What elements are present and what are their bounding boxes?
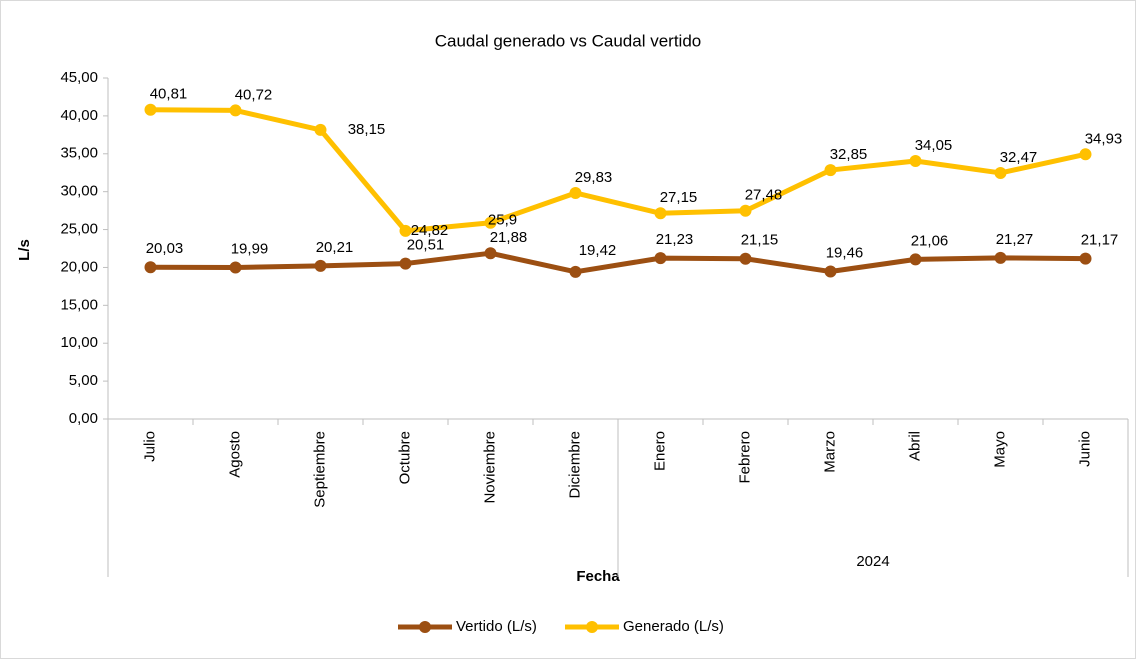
data-label: 19,42 [579, 242, 617, 259]
y-tick-label: 40,00 [60, 107, 98, 124]
x-tick-label: Agosto [226, 431, 243, 478]
data-point [739, 252, 752, 265]
y-axis-label: L/s [16, 239, 33, 261]
data-label: 38,15 [348, 121, 386, 138]
data-point [144, 103, 157, 116]
y-tick-label: 45,00 [60, 69, 98, 86]
data-point [824, 265, 837, 278]
data-point [229, 104, 242, 117]
data-point [994, 166, 1007, 179]
y-tick-label: 35,00 [60, 145, 98, 162]
data-label: 21,17 [1081, 232, 1119, 249]
data-point [484, 247, 497, 260]
data-point [1079, 252, 1092, 265]
data-point [909, 253, 922, 266]
x-tick-label: Marzo [821, 431, 838, 473]
data-label: 34,05 [915, 137, 953, 154]
y-tick-label: 10,00 [60, 334, 98, 351]
x-tick-label: Julio [141, 431, 158, 462]
data-label: 32,85 [830, 146, 868, 163]
data-label: 21,06 [911, 232, 949, 249]
x-tick-label: Febrero [736, 431, 753, 484]
series-line [150, 250, 1086, 275]
series-line [150, 107, 1087, 234]
data-point [909, 154, 922, 167]
data-label: 40,81 [150, 86, 188, 103]
data-point [994, 251, 1007, 264]
data-label: 32,47 [1000, 149, 1038, 166]
x-tick-label: Abril [906, 431, 923, 461]
data-point [569, 186, 582, 199]
x-tick-label: Mayo [991, 431, 1008, 468]
legend-marker [586, 621, 598, 633]
x-tick-label: Noviembre [481, 431, 498, 504]
data-label: 19,99 [231, 240, 269, 257]
data-label: 40,72 [235, 86, 273, 103]
data-point [654, 252, 667, 265]
data-point [144, 261, 157, 274]
data-label: 27,15 [660, 189, 698, 206]
y-tick-label: 30,00 [60, 183, 98, 200]
data-point [569, 265, 582, 278]
data-label: 24,82 [411, 222, 449, 239]
data-label: 20,51 [407, 237, 445, 254]
data-label: 29,83 [575, 169, 613, 186]
x-tick-label: Enero [651, 431, 668, 471]
y-tick-label: 15,00 [60, 296, 98, 313]
x-tick-label: Diciembre [566, 431, 583, 499]
data-point [399, 257, 412, 270]
data-point [399, 224, 412, 237]
legend-marker [419, 621, 431, 633]
y-tick-label: 5,00 [69, 372, 98, 389]
data-point [654, 207, 667, 220]
data-point [739, 204, 752, 217]
data-point [314, 123, 327, 136]
data-point [484, 216, 497, 229]
data-label: 21,88 [490, 229, 528, 246]
x-tick-label: Octubre [396, 431, 413, 484]
data-label: 20,03 [146, 240, 184, 257]
y-tick-label: 25,00 [60, 221, 98, 238]
data-point [824, 164, 837, 177]
data-label: 25,9 [488, 212, 517, 229]
y-tick-label: 20,00 [60, 258, 98, 275]
legend-label: Vertido (L/s) [456, 618, 537, 635]
x-tick-label: Junio [1076, 431, 1093, 467]
x-axis-label: Fecha [576, 568, 620, 585]
data-point [229, 261, 242, 274]
y-tick-label: 0,00 [69, 410, 98, 427]
group-label: 2024 [856, 553, 889, 570]
chart-title: Caudal generado vs Caudal vertido [435, 31, 702, 50]
data-label: 21,27 [996, 231, 1034, 248]
data-label: 21,15 [741, 232, 779, 249]
data-label: 34,93 [1085, 130, 1123, 147]
x-tick-label: Septiembre [311, 431, 328, 508]
data-point [314, 259, 327, 272]
data-label: 20,21 [316, 239, 354, 256]
data-label: 27,48 [745, 187, 783, 204]
data-point [1079, 148, 1092, 161]
data-label: 21,23 [656, 231, 694, 248]
legend-label: Generado (L/s) [623, 618, 724, 635]
data-label: 19,46 [826, 245, 864, 262]
